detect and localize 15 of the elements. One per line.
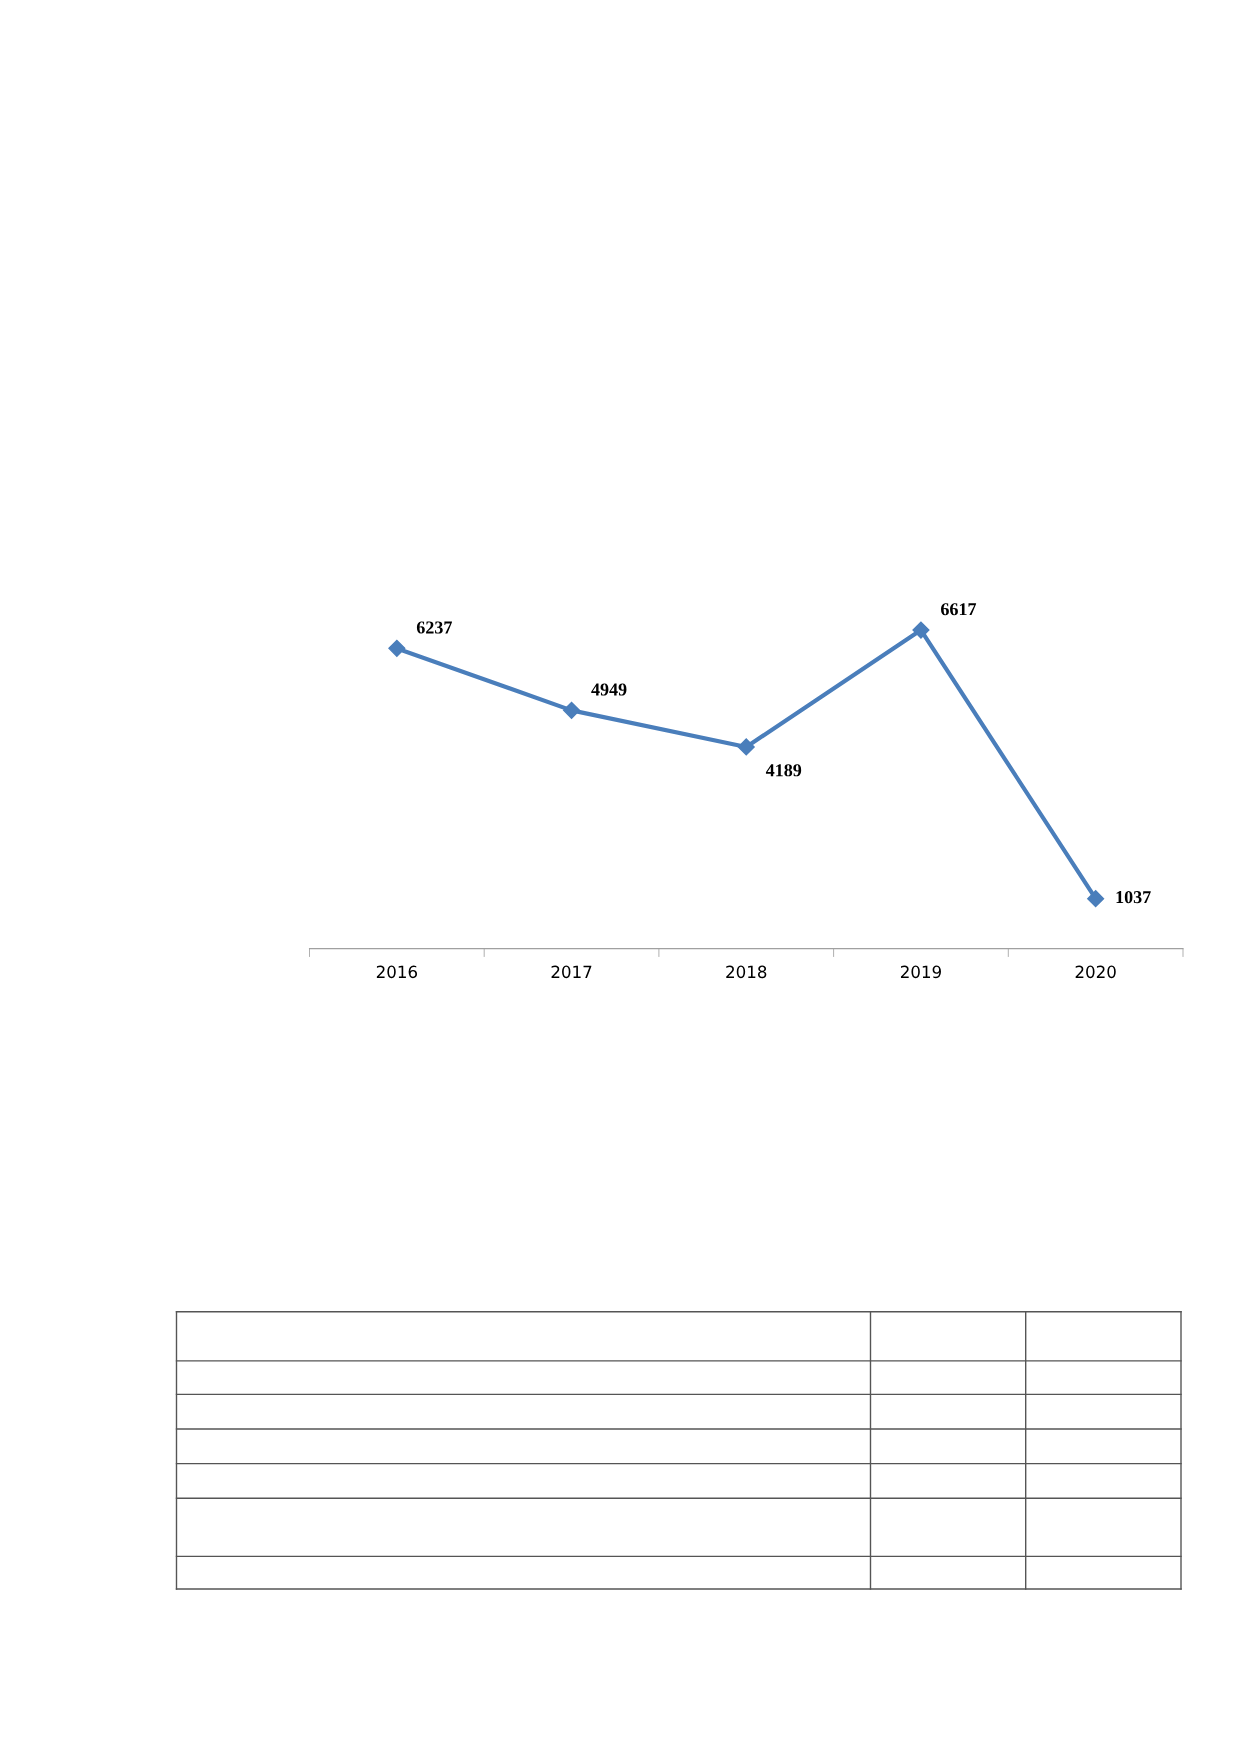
x-tick-label: 2019 [900,965,941,979]
x-tick-label: 2016 [376,965,418,979]
x-tick-label: 2020 [1075,965,1116,979]
point [737,738,755,756]
data-label: 6617 [941,603,977,616]
point [388,639,406,657]
x-tick-label: 2017 [551,965,592,979]
data-label: 6237 [416,621,452,634]
data-label: 1037 [1116,891,1151,904]
data-label: 4949 [591,683,627,696]
point [1087,890,1105,908]
data-label: 4189 [765,764,802,777]
x-tick-label: 2018 [726,965,767,979]
point [562,701,581,719]
point [912,621,930,639]
